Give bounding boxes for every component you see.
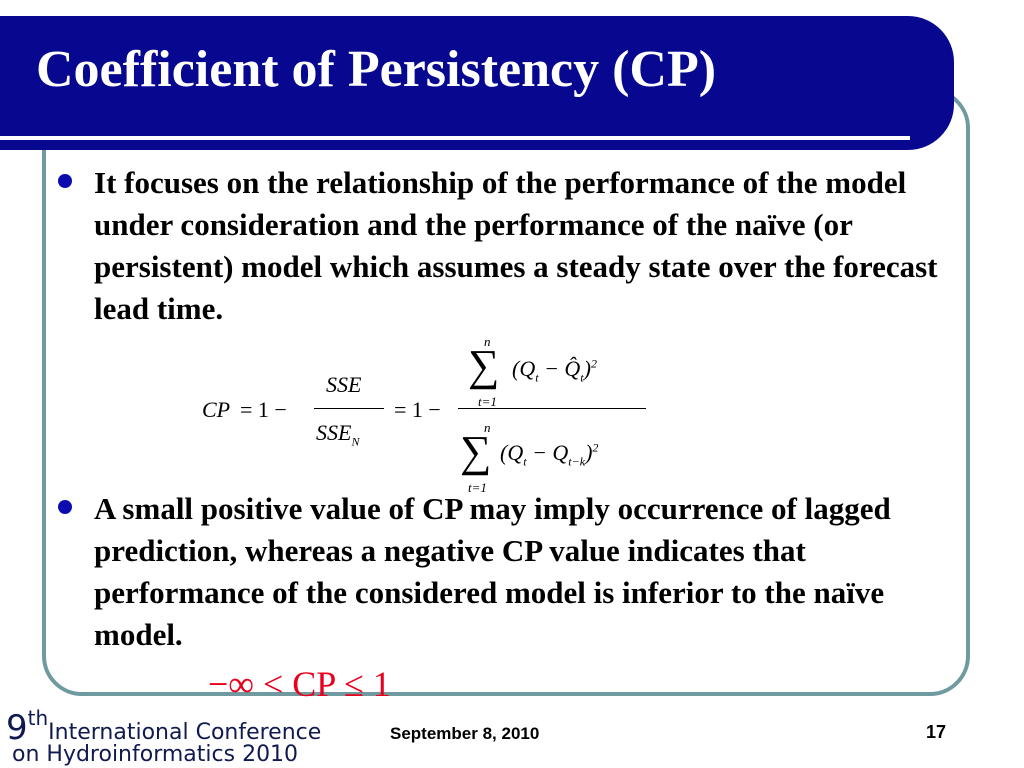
eq-den1: SSEN <box>316 420 360 449</box>
logo-line-1: 9thInternational Conference <box>6 706 322 748</box>
logo-line-2: on Hydroinformatics 2010 <box>12 742 299 767</box>
footer-date: September 8, 2010 <box>390 724 540 743</box>
eq-frac-line-2 <box>458 408 646 409</box>
bullet-text-1: It focuses on the relationship of the pe… <box>94 165 938 326</box>
bullet-item-1: It focuses on the relationship of the pe… <box>58 162 938 330</box>
eq-num1: SSE <box>326 372 362 397</box>
sum-lower-2: t=1 <box>468 480 487 495</box>
sigma-icon: ∑ <box>460 427 492 476</box>
eq-frac-line-1 <box>314 408 384 409</box>
eq-den2: (Qt − Qt−k)2 <box>500 440 599 469</box>
bullet-dot-icon <box>58 174 72 188</box>
eq-equals-1: = 1 − <box>240 397 287 422</box>
content-frame <box>42 88 970 696</box>
bullet-text-2: A small positive value of CP may imply o… <box>94 491 891 652</box>
conference-logo: 9thInternational Conference on Hydroinfo… <box>0 704 360 768</box>
bullet-dot-icon <box>58 500 72 514</box>
sigma-icon: ∑ <box>468 341 500 390</box>
eq-equals-2: = 1 − <box>394 397 441 422</box>
eq-num2: (Qt − Q̂t)2 <box>512 356 597 385</box>
eq-lhs: CP <box>202 397 231 422</box>
page-number: 17 <box>926 722 947 742</box>
sum-upper-2: n <box>484 420 491 435</box>
sum-upper-1: n <box>484 334 491 349</box>
slide-title: Coefficient of Persistency (CP) <box>36 41 717 98</box>
sum-lower-1: t=1 <box>478 394 497 409</box>
bullet-item-2: A small positive value of CP may imply o… <box>58 488 938 656</box>
cp-range-inequality: −∞ < CP ≤ 1 <box>208 664 391 704</box>
title-bar <box>0 16 954 150</box>
title-underline <box>0 136 910 140</box>
